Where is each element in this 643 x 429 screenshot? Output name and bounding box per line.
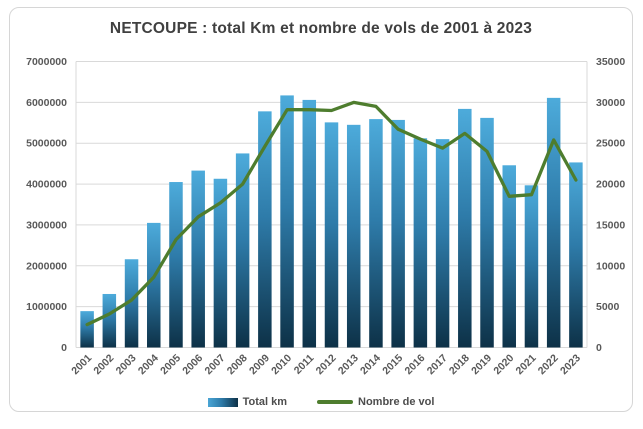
right-axis-tick-label: 0: [596, 342, 602, 354]
right-axis-tick-label: 20000: [596, 179, 625, 191]
bar-2010: [280, 95, 294, 348]
x-axis-label-2010: 2010: [269, 352, 294, 377]
bar-2015: [391, 119, 405, 348]
x-axis-label-2019: 2019: [469, 352, 494, 377]
chart-title: NETCOUPE : total Km et nombre de vols de…: [109, 20, 533, 37]
legend-item-total-km: Total km: [207, 396, 287, 408]
nombre-de-vol-line: [85, 100, 578, 327]
x-axis-label-2005: 2005: [158, 352, 183, 377]
bar-2023: [569, 162, 583, 348]
bar-2018: [458, 108, 472, 348]
bar-2021: [524, 185, 539, 348]
right-axis-tick-label: 10000: [596, 260, 625, 272]
left-axis-tick-label: 3000000: [26, 219, 67, 231]
bar-2002: [102, 293, 117, 348]
x-axis-label-2023: 2023: [558, 352, 583, 377]
bar-2020: [502, 165, 516, 348]
left-axis-tick-label: 6000000: [26, 97, 67, 109]
bar-2013: [346, 124, 361, 348]
left-axis-tick-label: 0: [61, 342, 67, 354]
bar-2016: [413, 138, 428, 348]
bar-2009: [258, 111, 272, 348]
right-axis-tick-label: 30000: [596, 97, 625, 109]
left-axis-tick-label: 4000000: [26, 179, 67, 191]
bar-2007: [213, 178, 228, 348]
bar-2005: [169, 182, 183, 348]
bar-2008: [235, 153, 250, 348]
left-axis-tick-label: 1000000: [26, 301, 67, 313]
x-axis-label-2002: 2002: [91, 352, 116, 377]
right-axis-tick-label: 35000: [596, 56, 625, 68]
right-axis-tick-label: 25000: [596, 138, 625, 150]
x-axis-label-2015: 2015: [380, 352, 405, 377]
x-axis-label-2017: 2017: [425, 352, 450, 377]
legend-label-nombre-de-vol: Nombre de vol: [358, 396, 435, 408]
x-axis-label-2014: 2014: [358, 352, 383, 377]
bar-2019: [480, 117, 494, 348]
bar-2014: [369, 119, 383, 348]
x-axis-label-2013: 2013: [336, 352, 361, 377]
x-axis-label-2007: 2007: [203, 352, 228, 377]
legend-item-nombre-de-vol: Nombre de vol: [317, 396, 434, 408]
left-axis-tick-label: 2000000: [26, 260, 67, 272]
legend-bar-swatch-icon: [207, 397, 238, 407]
x-axis-label-2001: 2001: [69, 352, 94, 377]
bar-2011: [302, 99, 317, 348]
x-axis-label-2009: 2009: [247, 352, 272, 377]
x-axis-label-2004: 2004: [136, 352, 161, 377]
bar-2022: [546, 97, 561, 348]
bar-2012: [324, 122, 339, 348]
chart-frame: NETCOUPE : total Km et nombre de vols de…: [9, 7, 633, 412]
x-axis-label-2016: 2016: [402, 352, 427, 377]
bar-2017: [435, 139, 450, 348]
left-axis-tick-label: 7000000: [26, 56, 67, 68]
legend-label-total-km: Total km: [242, 396, 287, 408]
x-axis-label-2018: 2018: [447, 352, 472, 377]
x-axis-label-2003: 2003: [114, 352, 139, 377]
x-axis-label-2006: 2006: [180, 352, 205, 377]
x-axis-label-2012: 2012: [314, 352, 339, 377]
right-axis-tick-label: 15000: [596, 219, 625, 231]
chart-plot-area: 7000000 35000 6000000 30000 5000000 25000 4000…: [26, 56, 625, 377]
x-axis-label-2020: 2020: [491, 352, 516, 377]
legend-line-swatch-icon: [317, 400, 353, 404]
x-axis-label-2011: 2011: [292, 352, 317, 377]
bar-2004: [147, 222, 161, 348]
x-axis-label-2021: 2021: [514, 352, 539, 377]
bar-2003: [124, 259, 139, 348]
left-axis-tick-label: 5000000: [26, 138, 67, 150]
bar-2001: [80, 311, 94, 348]
bar-2006: [191, 170, 205, 348]
x-axis-label-2022: 2022: [536, 352, 561, 377]
chart-legend: Total km Nombre de vol: [10, 396, 632, 408]
right-axis-tick-label: 5000: [596, 301, 620, 313]
x-axis-label-2008: 2008: [225, 352, 250, 377]
